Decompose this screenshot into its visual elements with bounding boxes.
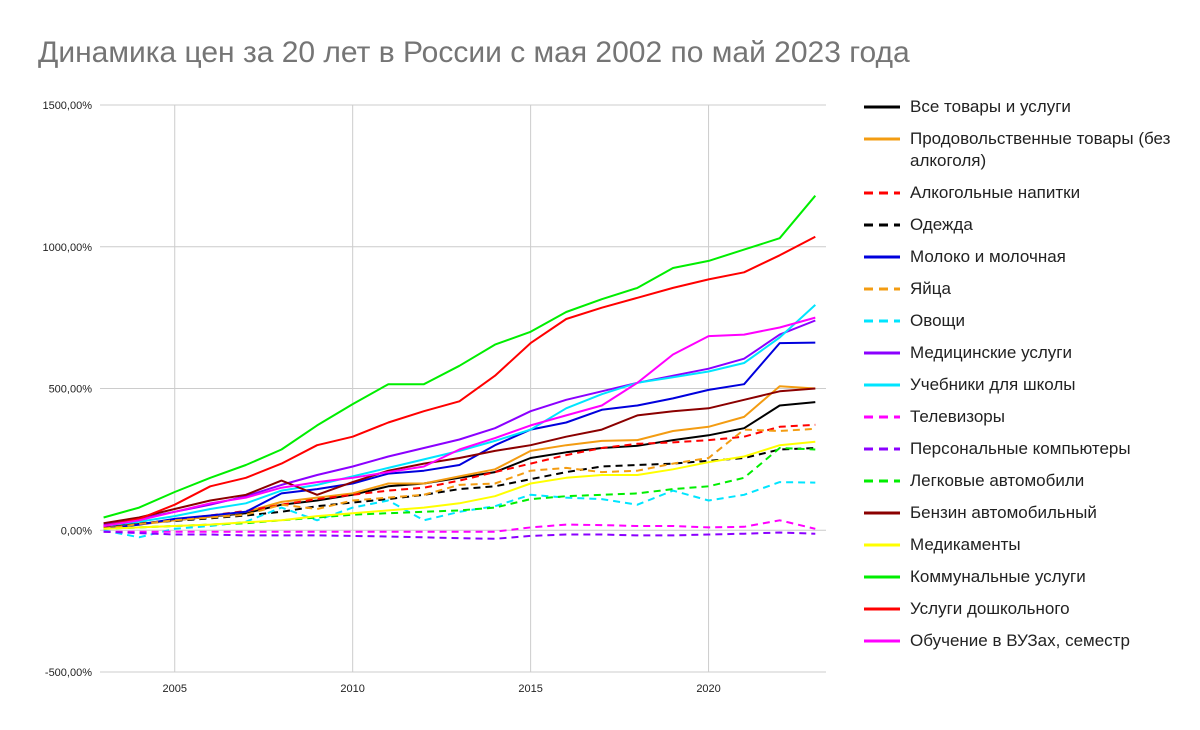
x-tick-label: 2005 bbox=[162, 683, 186, 695]
series-line-11 bbox=[103, 530, 816, 540]
series-line-5 bbox=[103, 341, 816, 530]
legend-item: Медицинские услуги bbox=[862, 342, 1192, 364]
legend-swatch bbox=[862, 96, 902, 118]
legend-swatch bbox=[862, 374, 902, 396]
x-tick-label: 2020 bbox=[696, 683, 720, 695]
y-tick-label: -500,00% bbox=[45, 667, 92, 679]
y-tick-label: 0,00% bbox=[61, 525, 92, 537]
legend-label: Услуги дошкольного bbox=[910, 599, 1070, 618]
legend-item: Услуги дошкольного bbox=[862, 598, 1192, 620]
legend-item: Легковые автомобили bbox=[862, 470, 1192, 492]
legend-swatch bbox=[862, 406, 902, 428]
legend-item: Молоко и молочная bbox=[862, 246, 1192, 268]
legend-swatch bbox=[862, 566, 902, 588]
legend-label: Овощи bbox=[910, 311, 966, 330]
legend-swatch bbox=[862, 182, 902, 204]
legend-label: Коммунальные услуги bbox=[910, 567, 1086, 586]
legend-label: Алкогольные напитки bbox=[910, 183, 1081, 202]
y-tick-label: 1000,00% bbox=[42, 242, 92, 254]
legend-swatch bbox=[862, 278, 902, 300]
legend-swatch bbox=[862, 438, 902, 460]
legend-label: Персональные компьютеры bbox=[910, 439, 1131, 458]
series-line-10 bbox=[103, 519, 816, 533]
legend-item: Обучение в ВУЗах, семестр bbox=[862, 630, 1192, 652]
legend-item: Яйца bbox=[862, 278, 1192, 300]
x-tick-label: 2010 bbox=[340, 683, 364, 695]
legend-swatch bbox=[862, 214, 902, 236]
legend-item: Все товары и услуги bbox=[862, 96, 1192, 118]
legend-item: Телевизоры bbox=[862, 406, 1192, 428]
legend-label: Яйца bbox=[910, 279, 951, 298]
legend-swatch bbox=[862, 128, 902, 150]
series-line-3 bbox=[103, 423, 816, 529]
y-tick-label: 1500,00% bbox=[42, 100, 92, 112]
series-line-14 bbox=[103, 440, 816, 530]
legend-swatch bbox=[862, 630, 902, 652]
legend-item: Овощи bbox=[862, 310, 1192, 332]
legend-item: Персональные компьютеры bbox=[862, 438, 1192, 460]
legend-label: Телевизоры bbox=[910, 407, 1005, 426]
legend-item: Одежда bbox=[862, 214, 1192, 236]
gridlines bbox=[100, 104, 826, 673]
legend-label: Обучение в ВУЗах, семестр bbox=[910, 631, 1130, 650]
legend-swatch bbox=[862, 310, 902, 332]
legend-label: Бензин автомобильный bbox=[910, 503, 1097, 522]
series-line-13 bbox=[103, 387, 816, 525]
legend-label: Одежда bbox=[910, 215, 973, 234]
legend-item: Алкогольные напитки bbox=[862, 182, 1192, 204]
series-lines bbox=[103, 195, 817, 540]
legend-label: Легковые автомобили bbox=[910, 471, 1085, 490]
legend-swatch bbox=[862, 534, 902, 556]
legend-swatch bbox=[862, 246, 902, 268]
series-line-15 bbox=[103, 195, 817, 519]
legend-item: Продовольственные товары (без алкоголя) bbox=[862, 128, 1192, 172]
legend-item: Учебники для школы bbox=[862, 374, 1192, 396]
series-line-9 bbox=[103, 304, 816, 527]
legend-item: Бензин автомобильный bbox=[862, 502, 1192, 524]
legend-swatch bbox=[862, 502, 902, 524]
legend-label: Молоко и молочная bbox=[910, 247, 1066, 266]
x-tick-label: 2015 bbox=[518, 683, 542, 695]
axis-labels: -500,00% 0,00% 500,00% 1000,00% 1500,00% 2005… bbox=[42, 100, 720, 695]
legend-label: Продовольственные товары (без алкоголя) bbox=[910, 129, 1171, 170]
legend-label: Медицинские услуги bbox=[910, 343, 1073, 362]
y-tick-label: 500,00% bbox=[49, 384, 93, 396]
legend-label: Учебники для школы bbox=[910, 375, 1076, 394]
legend-swatch bbox=[862, 598, 902, 620]
legend: Все товары и услуги Продовольственные тов… bbox=[862, 96, 1192, 662]
legend-swatch bbox=[862, 342, 902, 364]
legend-swatch bbox=[862, 470, 902, 492]
series-line-16 bbox=[103, 235, 816, 527]
line-chart: -500,00% 0,00% 500,00% 1000,00% 1500,00% 2005… bbox=[42, 100, 826, 695]
legend-label: Медикаменты bbox=[910, 535, 1021, 554]
chart-title: Динамика цен за 20 лет в России с мая 20… bbox=[38, 36, 910, 69]
legend-item: Медикаменты bbox=[862, 534, 1192, 556]
legend-item: Коммунальные услуги bbox=[862, 566, 1192, 588]
legend-label: Все товары и услуги bbox=[910, 97, 1071, 116]
series-line-17 bbox=[103, 316, 816, 527]
series-line-6 bbox=[103, 427, 816, 530]
